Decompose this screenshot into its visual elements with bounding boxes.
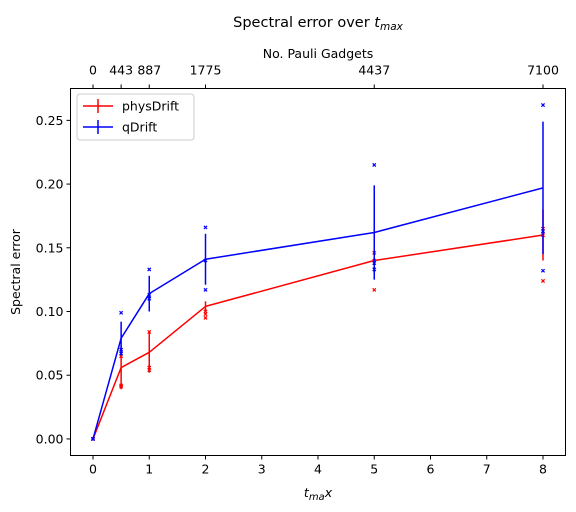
sample-point-qdrift [119, 310, 124, 315]
series-line-physdrift [92, 234, 544, 440]
y-tick-label: 0.25 [36, 113, 64, 128]
top-x-tick-label: 0 [89, 63, 97, 78]
legend-label-qdrift: qDrift [122, 120, 157, 135]
sample-point-qdrift [372, 162, 377, 167]
x-tick-label: 3 [258, 462, 266, 477]
top-x-axis-label: No. Pauli Gadgets [263, 46, 374, 61]
legend-label-physdrift: physDrift [122, 99, 179, 114]
x-axis-label: tmax [304, 485, 333, 503]
y-axis-label: Spectral error [8, 228, 23, 315]
sample-point-qdrift [203, 287, 208, 292]
top-x-tick-label: 7100 [527, 63, 559, 78]
legend-item-qdrift: qDrift [83, 120, 157, 135]
top-x-tick-label: 1775 [190, 63, 222, 78]
legend: physDrift qDrift [76, 93, 195, 141]
y-tick-label: 0.05 [36, 368, 64, 383]
sample-point-physdrift [203, 315, 208, 320]
y-tick-label: 0.20 [36, 177, 64, 192]
x-tick-label: 8 [539, 462, 547, 477]
sample-point-qdrift [147, 267, 152, 272]
y-tick-label: 0.10 [36, 304, 64, 319]
sample-point-physdrift [540, 278, 546, 283]
x-tick-label: 7 [483, 462, 491, 477]
series-line-qdrift [92, 187, 544, 440]
sample-point-qdrift [540, 103, 546, 108]
top-x-tick-label: 887 [137, 63, 161, 78]
x-tick-label: 5 [370, 462, 378, 477]
top-x-tick-label: 443 [109, 63, 133, 78]
x-tick-label: 6 [427, 462, 435, 477]
sample-point-physdrift [372, 287, 377, 292]
x-tick-label: 2 [202, 462, 210, 477]
sample-point-qdrift [540, 268, 546, 273]
chart-title: Spectral error over tmax [233, 15, 403, 33]
x-tick-label: 4 [314, 462, 322, 477]
top-x-tick-label: 4437 [358, 63, 390, 78]
x-tick-label: 1 [145, 462, 153, 477]
legend-item-physdrift: physDrift [83, 99, 179, 114]
x-tick-label: 0 [89, 462, 97, 477]
y-tick-label: 0.00 [36, 431, 64, 446]
plot-frame [70, 88, 566, 456]
plot-layer: 0 1 2 3 4 5 6 7 8 0 443 887 1775 4437 7100 0.00 0.05 0.10… [36, 63, 559, 477]
sample-point-qdrift [203, 225, 208, 230]
y-tick-label: 0.15 [36, 240, 64, 255]
sample-point-physdrift [147, 329, 152, 334]
